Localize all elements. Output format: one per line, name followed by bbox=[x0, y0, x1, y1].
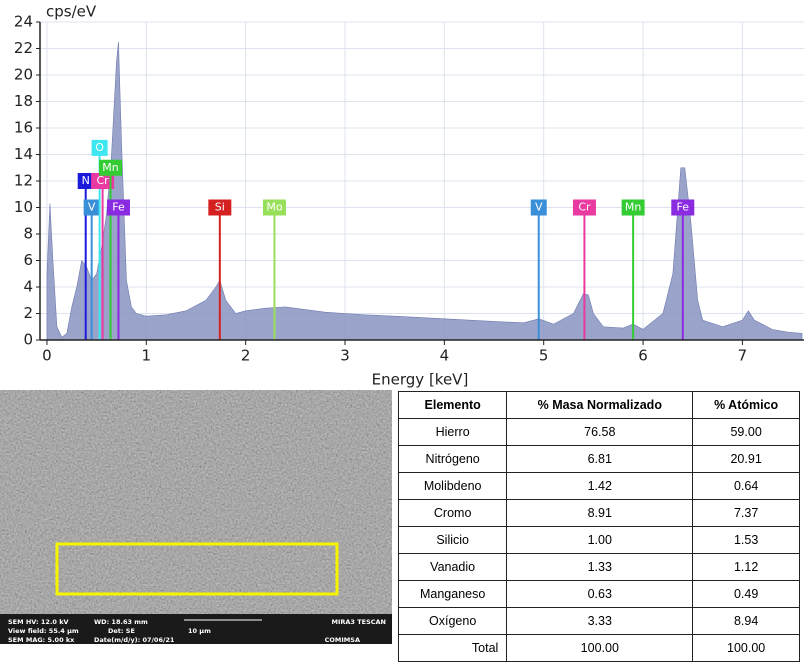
x-tick-label: 6 bbox=[638, 347, 648, 365]
y-tick-label: 2 bbox=[23, 304, 33, 322]
header-cell: % Atómico bbox=[693, 392, 800, 419]
sem-image: SEM HV: 12.0 kV WD: 18.63 mm MIRA3 TESCAN V… bbox=[0, 390, 392, 644]
table-cell: 3.33 bbox=[507, 608, 693, 635]
table-cell: 59.00 bbox=[693, 419, 800, 446]
table-cell: 1.53 bbox=[693, 527, 800, 554]
element-label: Fe bbox=[112, 201, 125, 214]
table-cell: Vanadio bbox=[399, 554, 507, 581]
table-cell: 76.58 bbox=[507, 419, 693, 446]
table-cell: 0.63 bbox=[507, 581, 693, 608]
table-cell: Manganeso bbox=[399, 581, 507, 608]
table-cell: 1.00 bbox=[507, 527, 693, 554]
y-tick-label: 14 bbox=[14, 145, 33, 163]
table-cell: Silicio bbox=[399, 527, 507, 554]
element-label: Cr bbox=[96, 174, 109, 187]
sem-info: View field: 55.4 µm bbox=[8, 627, 79, 635]
y-tick-label: 0 bbox=[23, 331, 33, 349]
x-tick-label: 7 bbox=[738, 347, 748, 365]
composition-table: Elemento% Masa Normalizado% Atómico Hier… bbox=[398, 391, 800, 662]
y-tick-label: 8 bbox=[23, 225, 33, 243]
element-label: O bbox=[95, 141, 104, 154]
table-cell: 0.64 bbox=[693, 473, 800, 500]
y-tick-label: 16 bbox=[14, 119, 33, 137]
table-row: Molibdeno1.420.64 bbox=[399, 473, 800, 500]
total-cell: 100.00 bbox=[507, 635, 693, 662]
header-cell: % Masa Normalizado bbox=[507, 392, 693, 419]
table-cell: Oxígeno bbox=[399, 608, 507, 635]
x-tick-label: 2 bbox=[241, 347, 251, 365]
element-label: N bbox=[82, 174, 90, 187]
y-tick-label: 12 bbox=[14, 172, 33, 190]
element-label: Fe bbox=[677, 201, 690, 214]
y-axis-label: cps/eV bbox=[46, 3, 97, 21]
table-cell: Nitrógeno bbox=[399, 446, 507, 473]
header-cell: Elemento bbox=[399, 392, 507, 419]
sem-info: Date(m/d/y): 07/06/21 bbox=[94, 636, 175, 644]
sem-info: 10 µm bbox=[188, 627, 211, 635]
table-cell: Hierro bbox=[399, 419, 507, 446]
y-tick-label: 10 bbox=[14, 198, 33, 216]
micrograph-texture bbox=[0, 390, 392, 614]
element-label: Mo bbox=[266, 201, 282, 214]
sem-info: SEM MAG: 5.00 kx bbox=[8, 636, 75, 644]
sem-info: MIRA3 TESCAN bbox=[331, 618, 386, 626]
sem-info: SEM HV: 12.0 kV bbox=[8, 618, 69, 626]
y-tick-label: 18 bbox=[14, 92, 33, 110]
y-tick-label: 6 bbox=[23, 251, 33, 269]
table-cell: 0.49 bbox=[693, 581, 800, 608]
element-label: Cr bbox=[578, 201, 591, 214]
table-cell: 8.91 bbox=[507, 500, 693, 527]
x-tick-label: 3 bbox=[340, 347, 350, 365]
spectrum-chart: cps/eV Energy [keV] 02468101214161820222… bbox=[0, 0, 804, 390]
table-cell: 7.37 bbox=[693, 500, 800, 527]
table-cell: 1.42 bbox=[507, 473, 693, 500]
x-tick-label: 0 bbox=[42, 347, 52, 365]
element-label: V bbox=[535, 201, 543, 214]
element-label: Mn bbox=[625, 201, 641, 214]
x-tick-label: 1 bbox=[142, 347, 152, 365]
table-cell: 1.12 bbox=[693, 554, 800, 581]
total-cell: 100.00 bbox=[693, 635, 800, 662]
element-label: Mn bbox=[102, 161, 118, 174]
table-cell: Molibdeno bbox=[399, 473, 507, 500]
y-tick-label: 20 bbox=[14, 66, 33, 84]
element-label: V bbox=[88, 201, 96, 214]
element-label: Si bbox=[215, 201, 225, 214]
table-row: Nitrógeno6.8120.91 bbox=[399, 446, 800, 473]
sem-info: WD: 18.63 mm bbox=[94, 618, 148, 626]
x-tick-label: 5 bbox=[539, 347, 549, 365]
y-tick-label: 4 bbox=[23, 278, 33, 296]
table-cell: 8.94 bbox=[693, 608, 800, 635]
sem-info: COMIMSA bbox=[325, 636, 360, 644]
total-cell: Total bbox=[399, 635, 507, 662]
x-tick-label: 4 bbox=[440, 347, 450, 365]
x-axis-label: Energy [keV] bbox=[372, 371, 469, 389]
table-cell: Cromo bbox=[399, 500, 507, 527]
table-cell: 20.91 bbox=[693, 446, 800, 473]
sem-info: Det: SE bbox=[108, 627, 135, 635]
y-tick-label: 22 bbox=[14, 39, 33, 57]
table-cell: 6.81 bbox=[507, 446, 693, 473]
header-row: Elemento% Masa Normalizado% Atómico bbox=[399, 392, 800, 419]
table-cell: 1.33 bbox=[507, 554, 693, 581]
y-tick-label: 24 bbox=[14, 13, 33, 31]
